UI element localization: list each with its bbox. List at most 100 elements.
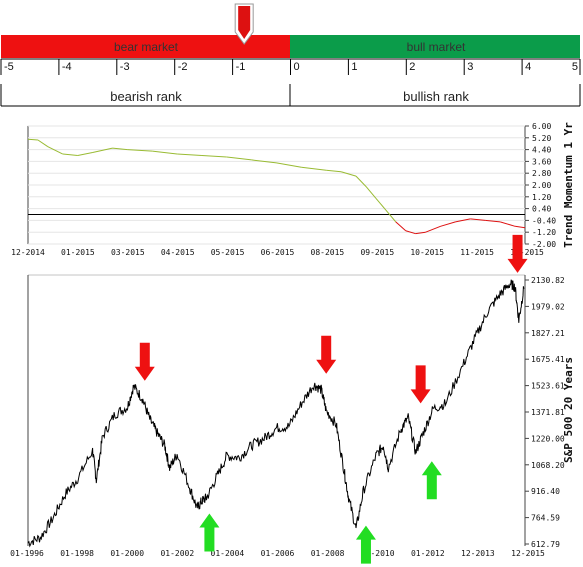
momentum-line-segment (226, 156, 252, 161)
momentum-line-segment (365, 186, 377, 199)
momentum-line-segment (77, 152, 93, 156)
momentum-line-segment (152, 150, 178, 155)
sp500-x-tick-label: 12-2013 (461, 549, 495, 558)
momentum-y-tick-label: 5.20 (532, 134, 551, 143)
momentum-line-segment (470, 218, 486, 221)
bullish-rank-label: bullish rank (403, 89, 469, 104)
sell-signal-arrow (316, 335, 337, 374)
market-gauge: bear market bull market -5 -4 -3 -2 -1 0 1 2 3 4 5… (0, 3, 581, 107)
momentum-y-tick-label: 0.40 (532, 205, 551, 214)
sp500-x-tick-label: 01-2002 (160, 549, 194, 558)
bear-market-bar (1, 35, 290, 58)
momentum-line-segment (440, 221, 456, 227)
bearish-rank-label: bearish rank (110, 89, 182, 104)
momentum-line-segment (340, 171, 357, 177)
momentum-line-segment (355, 175, 367, 187)
sp500-y-tick-label: 1220.00 (531, 434, 565, 443)
momentum-line-segment (62, 153, 78, 156)
sp500-y-tick-label: 1675.41 (531, 355, 565, 364)
momentum-line-segment (415, 231, 426, 235)
sp500-y-tick-label: 1827.21 (531, 329, 565, 338)
sp500-y-tick-label: 1979.02 (531, 302, 565, 311)
momentum-x-tick-label: 01-2015 (61, 248, 95, 257)
sp500-x-tick-label: 01-2006 (261, 549, 295, 558)
rank-tick-label: -5 (4, 61, 14, 73)
sp500-x-tick-label: 01-1996 (10, 549, 44, 558)
sp500-y-tick-label: 1371.81 (531, 408, 565, 417)
momentum-line-segment (405, 230, 416, 235)
sp500-y-tick-label: 916.40 (531, 487, 560, 496)
momentum-chart: 6.00 5.20 4.40 3.60 2.80 2.00 1.20 0.40 -0.40 -1.… (11, 122, 575, 257)
sell-signal-arrow (507, 234, 528, 273)
rank-tick-label: 2 (409, 61, 415, 73)
momentum-line-segment (500, 221, 516, 227)
momentum-line-segment (395, 221, 407, 232)
momentum-y-tick-label: -0.40 (532, 216, 556, 225)
rank-tick-label: -4 (62, 61, 72, 73)
momentum-line-segment (385, 209, 397, 223)
momentum-y-tick-label: 2.80 (532, 169, 551, 178)
momentum-x-tick-label: 04-2015 (161, 248, 195, 257)
momentum-y-tick-label: 3.60 (532, 157, 551, 166)
momentum-line-segment (177, 153, 202, 156)
sp500-y-tick-label: 612.79 (531, 540, 560, 549)
momentum-x-tick-label: 12-2015 (510, 248, 544, 257)
momentum-x-tick-label: 08-2015 (311, 248, 345, 257)
rank-tick-label: 5 (572, 61, 578, 73)
indicator-fill (238, 6, 251, 39)
momentum-y-tick-label: -2.00 (532, 240, 556, 249)
buy-signal-arrow (421, 461, 442, 500)
bull-market-label: bull market (407, 40, 466, 54)
rank-tick-label: 4 (525, 61, 531, 73)
momentum-line-segment (514, 225, 526, 229)
rank-tick-label: 0 (294, 61, 300, 73)
sp500-x-tick-label: 01-2000 (110, 549, 144, 558)
sp500-x-tick-label: 01-2010 (361, 549, 395, 558)
momentum-y-tick-label: 1.20 (532, 193, 551, 202)
momentum-line-segment (301, 166, 327, 171)
buy-signal-arrow (199, 513, 220, 552)
sp500-x-tick-label: 01-2004 (211, 549, 245, 558)
momentum-line-segment (201, 155, 227, 158)
momentum-line-segment (37, 139, 49, 148)
momentum-line-segment (112, 147, 128, 151)
momentum-y-tick-label: 6.00 (532, 122, 551, 131)
sp500-y-tick-label: 1523.61 (531, 382, 565, 391)
momentum-line-segment (326, 169, 342, 173)
momentum-x-tick-label: 11-2015 (460, 248, 494, 257)
rank-indicator-marker (234, 3, 254, 45)
momentum-x-tick-label: 12-2014 (11, 248, 45, 257)
rank-tick-label: -3 (120, 61, 130, 73)
sell-signal-arrow (410, 365, 431, 404)
momentum-line-segment (27, 138, 38, 141)
momentum-line-segment (276, 162, 302, 168)
sell-signal-arrow (134, 342, 155, 381)
rank-scale: -5 -4 -3 -2 -1 0 1 2 3 4 5 (0, 59, 581, 75)
momentum-x-tick-label: 09-2015 (360, 248, 394, 257)
sp500-x-tick-label: 01-2008 (311, 549, 345, 558)
momentum-x-tick-label: 06-2015 (261, 248, 295, 257)
bull-market-bar (290, 35, 580, 58)
bear-market-label: bear market (114, 40, 179, 54)
momentum-line-segment (425, 225, 441, 233)
momentum-y-tick-label: -1.20 (532, 228, 556, 237)
momentum-line-segment (375, 197, 387, 211)
sp500-y-tick-label: 1068.20 (531, 461, 565, 470)
momentum-line-segment (127, 149, 153, 152)
sp500-x-tick-label: 01-2012 (411, 549, 445, 558)
momentum-line-segment (92, 147, 113, 154)
momentum-x-tick-label: 10-2015 (410, 248, 444, 257)
momentum-line-segment (485, 219, 501, 223)
momentum-line-segment (47, 146, 64, 155)
momentum-line-segment (251, 159, 277, 164)
momentum-x-tick-label: 03-2015 (111, 248, 145, 257)
sp500-y-tick-label: 2130.82 (531, 276, 565, 285)
sp500-x-tick-label: 12-2015 (511, 549, 545, 558)
sp500-y-tick-label: 764.59 (531, 514, 560, 523)
rank-tick-label: -2 (178, 61, 188, 73)
momentum-y-tick-label: 4.40 (532, 146, 551, 155)
rank-tick-label: -1 (236, 61, 246, 73)
momentum-line-segment (455, 218, 471, 223)
rank-tick-label: 1 (351, 61, 357, 73)
